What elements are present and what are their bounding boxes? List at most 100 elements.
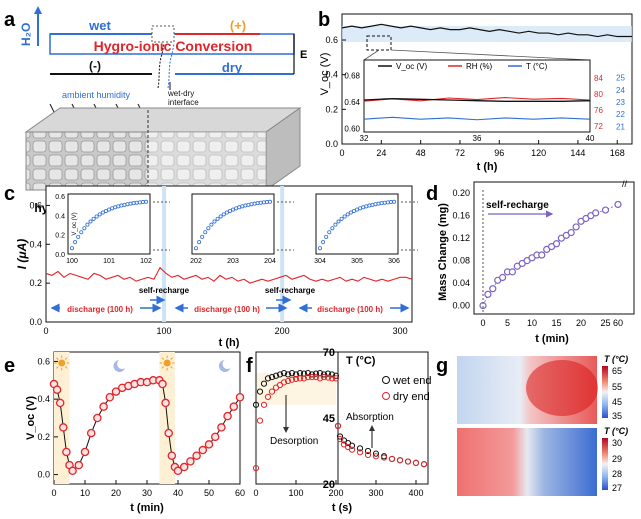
chart-f-point-dry [288,376,296,383]
chart-e-point [55,398,65,408]
chart-b-xtick-label: 144 [570,148,585,158]
chart-b-inset-temp-line [363,116,591,121]
chart-e-point [167,451,177,460]
chart-f-point-dry [260,401,268,408]
chart-f-point-wet [268,373,276,381]
chart-c-inset-point [321,240,326,245]
chart-c-inset-point [197,240,202,245]
chart-c-ylabel: I (μA) [15,239,29,270]
chart-f-point-dry [388,455,396,463]
chart-e-point [210,432,220,442]
chart-c-inset-ytick-label: 0.4 [55,213,65,220]
chart-f-point-wet [304,370,312,377]
chart-f-point-dry [320,373,328,381]
chart-f-point-dry [316,375,324,382]
panel-e: e 0 10 20 30 40 50 60 0.0 0.2 0.4 0.6 V_oc (V) t (… [4,351,245,514]
chart-c-xlabel: t (h) [219,337,240,349]
panel-label-e: e [4,355,15,377]
heatmap-bottom-unit: T (°C) [604,426,628,436]
chart-f-point-wet [288,370,296,377]
chart-b-inset-temp-tick: 22 [616,110,625,119]
chart-d-point [552,240,561,248]
chart-f-xtick-label: 100 [288,488,303,498]
heatmap-bottom [457,428,597,496]
axis-break-icon: // [622,179,628,189]
panel-label-g: g [436,355,448,377]
chart-e-point [52,385,62,394]
chart-b-inset-xtick-label: 36 [473,134,482,143]
chart-c-inset-point [348,210,353,215]
discharge-label-2: discharge (100 h) [194,305,260,314]
cube-block-front [25,131,267,191]
chart-f-point-dry [252,465,260,472]
chart-f-point-dry [372,453,380,460]
sun-icon [163,359,171,367]
chart-c-inset-point [88,219,93,224]
panel-b: b 0 24 48 72 96 120 144 168 0.0 0.2 0.4 0.6 V_oc (V… [318,9,633,173]
chart-c-ytick-label: 0.6 [29,200,42,210]
chart-f-point-wet [356,445,364,452]
chart-f-point-wet [252,401,260,408]
chart-b-xtick-label: 48 [416,148,426,158]
chart-e-point [161,398,170,408]
chart-f-point-dry [404,458,412,465]
chart-b-zoom-guide-right [390,49,591,61]
chart-c-inset-xtick-label: 203 [227,258,239,265]
chart-f-point-dry [334,422,342,430]
chart-c-inset-xtick-label: 305 [351,258,363,265]
self-recharge-label-1: self-recharge [139,286,190,295]
panel-label-a: a [4,9,16,31]
chart-e-plot: 0 10 20 30 40 50 60 0.0 0.2 0.4 0.6 [37,352,245,498]
chart-c-inset-point [70,246,75,251]
chart-d-xtick-label: 60 [613,318,623,328]
chart-c-inset-point [203,230,208,235]
legend-voc-label: V_oc (V) [396,62,427,71]
chart-b-xtick-label: 168 [610,148,625,158]
chart-d-xtick-label: 5 [505,318,510,328]
chart-b-xtick-label: 120 [531,148,546,158]
chart-c-inset-ytick-label: 0.2 [55,233,65,240]
chart-d-point [567,228,575,237]
chart-f-point-wet [324,370,332,377]
chart-d-point [572,223,580,231]
chart-c-inset-point [73,240,78,245]
chart-f-point-dry [292,375,300,383]
sun-icon [58,359,66,367]
heatmap-top-hotspot [526,360,598,416]
sun-ray [170,366,173,369]
colorbar-top-tick: 55 [612,382,622,392]
chart-c-inset-point [351,208,356,213]
chart-d-xtick-label: 20 [576,318,586,328]
chart-e-point [217,423,226,432]
chart-f-point-dry [312,373,320,381]
chart-d-point [499,273,507,282]
chart-b-inset-temp-tick: 25 [616,74,625,83]
dry-label: dry [222,60,243,75]
chart-b-inset-xtick-label: 40 [586,134,595,143]
chart-f-point-dry [324,374,332,381]
chart-f-plot: 0 100 200 300 400 20 45 70 [252,347,428,498]
chart-b-xtick-label: 24 [376,148,386,158]
chart-c-ytick-label: 0.4 [29,239,42,249]
colorbar-bottom-tick: 29 [612,454,622,464]
chart-e-point [80,447,90,457]
panel-label-b: b [318,9,330,31]
chart-f-point-dry [256,417,264,424]
chart-e-point [59,423,68,432]
chart-e-xtick-label: 20 [111,488,121,498]
chart-e-point [223,411,232,421]
chart-e-ytick-label: 0.0 [37,470,50,480]
panel-g: g T (°C) 65 55 45 35 T (°C) 30 29 28 27 [436,354,628,496]
chart-c-insets: 100 101 102 0.0 0.2 0.4 0.6 V_oc (V) 202 203 204 30… [55,193,418,265]
chart-f-xtick-label: 200 [328,488,343,498]
legend-dry-label: dry end [393,391,430,403]
chart-c-xtick-label: 0 [43,326,48,336]
chart-c-xtick-label: 100 [157,326,172,336]
sun-ray [161,366,164,369]
chart-c-inset-point [209,222,214,227]
chart-c-inset-xtick-label: 204 [264,258,276,265]
chart-e-point [229,402,239,411]
legend-rh-label: RH (%) [466,62,493,71]
chart-d-ylabel: Mass Change (mg) [437,203,449,301]
chart-d-point [538,251,546,259]
